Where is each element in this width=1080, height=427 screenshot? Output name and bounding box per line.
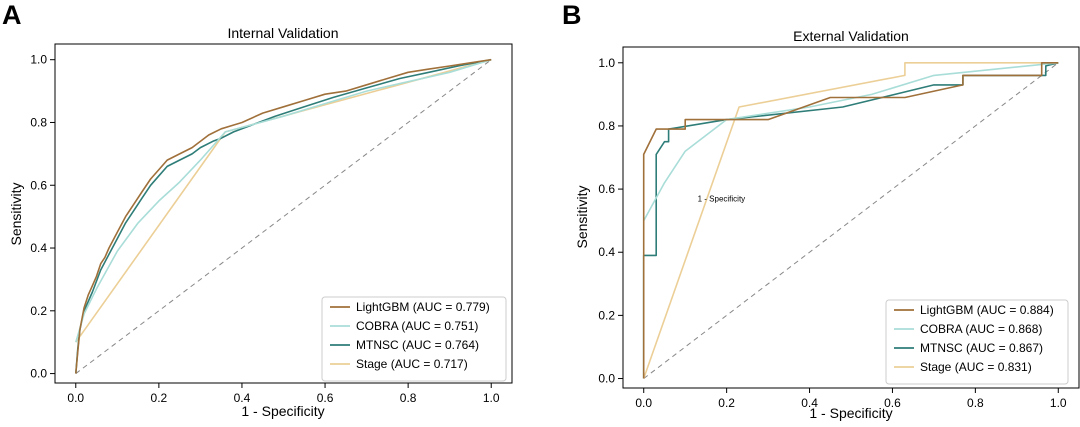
legend-box-a xyxy=(321,296,507,382)
x-tick-label: 0.8 xyxy=(967,396,984,410)
x-tick-label: 1.0 xyxy=(1050,396,1067,410)
x-tick-label: 0.4 xyxy=(234,391,251,405)
chart-title-a: Internal Validation xyxy=(227,25,338,41)
plot-area-b: 0.0 0.2 0.4 0.6 0.8 1.0 0.0 0.2 0.4 0.6 0.8 1.0 1 - … xyxy=(598,46,1080,410)
series-line-stage-b xyxy=(642,61,1059,379)
x-tick-label: 0.8 xyxy=(400,391,417,405)
plot-area-a: 0.0 0.2 0.4 0.6 0.8 1.0 0.0 0.2 0.4 0.6 0.8 1.0 xyxy=(30,43,513,405)
x-tick-label: 0.2 xyxy=(151,391,168,405)
series-line-lightgbm-a xyxy=(75,58,492,374)
x-tick-label: 0.0 xyxy=(635,396,652,410)
legend-a: LightGBM (AUC = 0.779) COBRA (AUC = 0.751… xyxy=(321,296,507,382)
plot-frame-a xyxy=(54,43,513,384)
y-axis-label-a: Sensitivity xyxy=(8,182,24,245)
series-line-lightgbm-b xyxy=(642,61,1059,379)
legend-label: MTNSC (AUC = 0.764) xyxy=(356,338,479,352)
x-tick-label: 0.4 xyxy=(801,396,818,410)
legend-label: Stage (AUC = 0.831) xyxy=(920,360,1032,374)
y-tick-label: 0.2 xyxy=(598,308,615,322)
x-tick-label: 0.6 xyxy=(317,391,334,405)
annotation-label: 1 - Specificity xyxy=(698,195,746,204)
legend-label: LightGBM (AUC = 0.884) xyxy=(920,303,1054,317)
series-line-mtnsc-a xyxy=(75,58,492,374)
y-tick-label: 0.8 xyxy=(30,115,47,129)
legend-label: LightGBM (AUC = 0.779) xyxy=(356,300,490,314)
y-tick-label: 0.8 xyxy=(598,119,615,133)
y-tick-label: 0.0 xyxy=(598,372,615,386)
series-line-cobra-b xyxy=(642,62,1059,222)
chart-title-b: External Validation xyxy=(793,28,909,44)
x-tick-label: 0.2 xyxy=(718,396,735,410)
panel-a: A Internal Validation 1 - Specificity Se… xyxy=(2,0,513,419)
y-axis-label-b: Sensitivity xyxy=(574,185,590,248)
panel-letter-b: B xyxy=(562,0,582,30)
x-tick-label: 0.0 xyxy=(67,391,84,405)
legend-label: MTNSC (AUC = 0.867) xyxy=(920,341,1043,355)
plot-frame-b xyxy=(622,46,1080,389)
x-axis-label-a: 1 - Specificity xyxy=(241,403,324,419)
y-tick-label: 0.4 xyxy=(598,245,615,259)
y-tick-label: 0.6 xyxy=(598,182,615,196)
y-tick-label: 1.0 xyxy=(598,56,615,70)
y-tick-label: 0.6 xyxy=(30,178,47,192)
reference-diagonal-b xyxy=(643,62,1059,379)
reference-diagonal-a xyxy=(75,59,492,374)
series-line-cobra-a xyxy=(75,58,492,343)
legend-b: LightGBM (AUC = 0.884) COBRA (AUC = 0.868… xyxy=(885,299,1069,385)
x-tick-label: 0.6 xyxy=(884,396,901,410)
y-tick-label: 0.4 xyxy=(30,241,47,255)
y-tick-label: 0.2 xyxy=(30,304,47,318)
x-tick-label: 1.0 xyxy=(483,391,500,405)
legend-box-b xyxy=(885,299,1069,385)
y-tick-label: 0.0 xyxy=(30,367,47,381)
y-tick-label: 1.0 xyxy=(30,53,47,67)
legend-label: COBRA (AUC = 0.868) xyxy=(920,322,1042,336)
legend-label: COBRA (AUC = 0.751) xyxy=(356,319,478,333)
x-axis-label-b: 1 - Specificity xyxy=(809,405,892,421)
panel-letter-a: A xyxy=(2,0,22,30)
panel-b: B External Validation 1 - Specificity Se… xyxy=(562,0,1080,421)
legend-label: Stage (AUC = 0.717) xyxy=(356,357,468,371)
